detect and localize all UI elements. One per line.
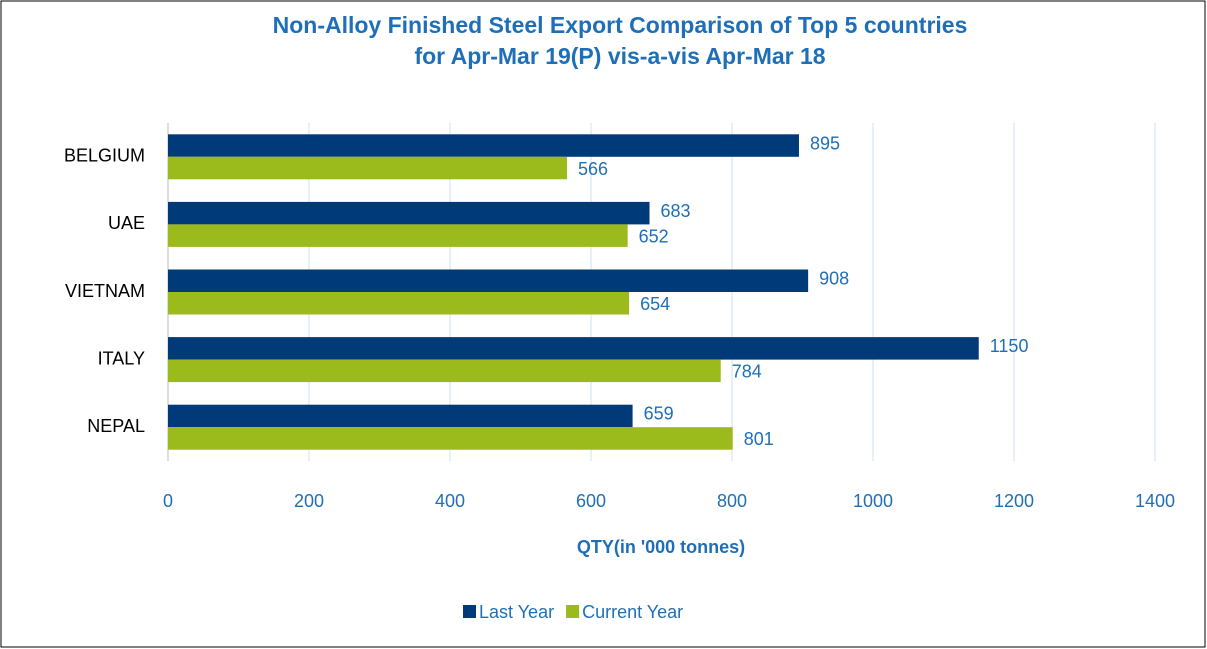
data-label: 659 xyxy=(644,404,674,424)
y-tick-label: VIETNAM xyxy=(65,281,145,301)
x-tick-label: 800 xyxy=(717,491,747,511)
bar xyxy=(168,292,630,315)
bar xyxy=(168,224,628,247)
bar xyxy=(168,269,809,292)
bar xyxy=(168,134,799,157)
chart-title: for Apr-Mar 19(P) vis-a-vis Apr-Mar 18 xyxy=(414,43,825,69)
data-label: 566 xyxy=(578,159,608,179)
legend-swatch xyxy=(463,605,476,618)
legend-swatch xyxy=(566,605,580,618)
data-label: 895 xyxy=(810,133,840,153)
data-label: 1150 xyxy=(990,336,1029,356)
bar xyxy=(168,404,633,428)
x-tick-label: 600 xyxy=(576,491,606,511)
data-label: 784 xyxy=(732,362,762,382)
x-tick-label: 1000 xyxy=(853,491,893,511)
y-tick-label: NEPAL xyxy=(87,416,145,436)
x-axis-label: QTY(in '000 tonnes) xyxy=(577,537,745,557)
data-label: 654 xyxy=(640,294,670,314)
data-label: 801 xyxy=(744,429,774,449)
x-tick-label: 0 xyxy=(163,491,173,511)
y-tick-label: UAE xyxy=(108,213,145,233)
bar xyxy=(168,359,721,383)
bar xyxy=(168,156,568,180)
y-tick-label: BELGIUM xyxy=(64,146,145,166)
data-label: 908 xyxy=(819,269,849,289)
legend-label: Last Year xyxy=(479,602,554,622)
x-tick-label: 1400 xyxy=(1135,491,1175,511)
x-tick-label: 200 xyxy=(294,491,324,511)
x-tick-label: 400 xyxy=(435,491,465,511)
data-label: 652 xyxy=(639,226,669,246)
bar xyxy=(168,201,650,225)
x-tick-label: 1200 xyxy=(994,491,1034,511)
legend-label: Current Year xyxy=(582,602,683,622)
bar xyxy=(168,337,979,360)
chart-title: Non-Alloy Finished Steel Export Comparis… xyxy=(273,12,968,38)
y-tick-label: ITALY xyxy=(98,348,145,368)
data-label: 683 xyxy=(661,201,691,221)
bar xyxy=(168,427,733,450)
